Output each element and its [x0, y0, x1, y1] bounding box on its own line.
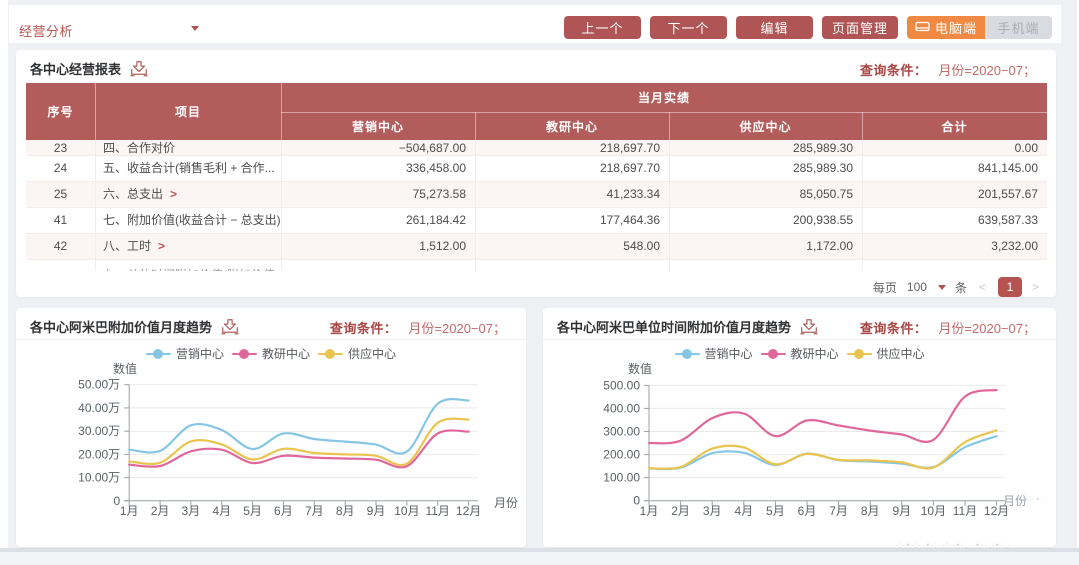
svg-text:1月: 1月 — [640, 504, 659, 518]
svg-text:30.00万: 30.00万 — [78, 424, 120, 438]
svg-text:11月: 11月 — [953, 504, 977, 518]
svg-text:20.00万: 20.00万 — [78, 447, 120, 461]
svg-text:1月: 1月 — [120, 504, 139, 518]
svg-text:50.00万: 50.00万 — [78, 378, 120, 392]
svg-text:7月: 7月 — [305, 504, 324, 518]
svg-text:8月: 8月 — [861, 504, 880, 518]
svg-text:10月: 10月 — [394, 504, 419, 518]
svg-text:6月: 6月 — [798, 504, 817, 518]
svg-text:0: 0 — [114, 494, 121, 508]
svg-text:12月: 12月 — [456, 504, 481, 518]
svg-text:11月: 11月 — [425, 504, 449, 518]
svg-text:10月: 10月 — [921, 504, 946, 518]
svg-text:500.00: 500.00 — [603, 378, 640, 392]
svg-text:3月: 3月 — [182, 504, 201, 518]
svg-text:2月: 2月 — [151, 504, 170, 518]
svg-text:200.00: 200.00 — [603, 448, 640, 462]
svg-text:5月: 5月 — [243, 504, 262, 518]
svg-text:7月: 7月 — [829, 504, 848, 518]
svg-text:5月: 5月 — [766, 504, 785, 518]
svg-text:6月: 6月 — [274, 504, 293, 518]
svg-text:3月: 3月 — [703, 504, 722, 518]
svg-text:2月: 2月 — [671, 504, 690, 518]
svg-text:9月: 9月 — [892, 504, 911, 518]
svg-text:0: 0 — [633, 494, 640, 508]
svg-text:4月: 4月 — [212, 504, 231, 518]
svg-text:400.00: 400.00 — [603, 401, 640, 415]
svg-text:9月: 9月 — [367, 504, 386, 518]
svg-text:300.00: 300.00 — [603, 425, 640, 439]
svg-text:4月: 4月 — [734, 504, 753, 518]
svg-text:100.00: 100.00 — [603, 471, 640, 485]
svg-text:10.00万: 10.00万 — [78, 471, 120, 485]
svg-text:12月: 12月 — [984, 504, 1009, 518]
svg-text:8月: 8月 — [336, 504, 355, 518]
svg-text:40.00万: 40.00万 — [78, 401, 120, 415]
